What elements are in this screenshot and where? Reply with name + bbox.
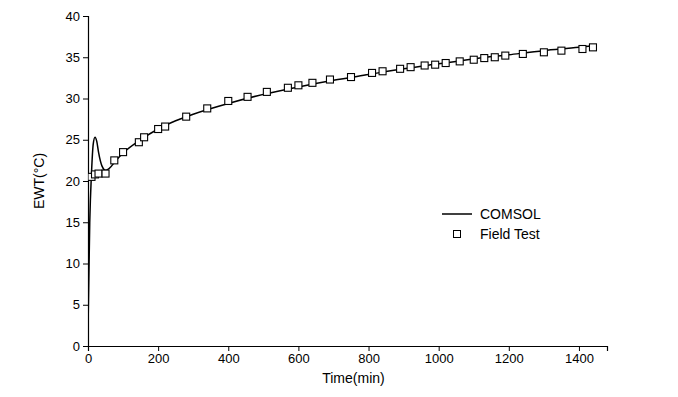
x-tick-label: 800 [358, 351, 380, 366]
series-point [155, 126, 162, 133]
y-tick-label: 30 [66, 91, 80, 106]
x-tick: 1400 [565, 346, 594, 366]
series-point [470, 56, 477, 63]
y-tick-label: 0 [73, 339, 80, 354]
series-point [225, 97, 232, 104]
legend-label: Field Test [480, 226, 540, 242]
y-tick-label: 10 [66, 256, 80, 271]
series-point [183, 113, 190, 120]
chart: 0 200 400 600 800 1000 1200 1400 0 5 10 15 20 25 30 35 4… [0, 0, 678, 397]
series-point [456, 58, 463, 65]
y-tick: 35 [66, 50, 88, 65]
x-tick: 0 [85, 346, 92, 366]
x-tick: 400 [218, 346, 240, 366]
legend: COMSOL Field Test [442, 206, 541, 242]
series-point [141, 134, 148, 141]
x-axis: 0 200 400 600 800 1000 1200 1400 [85, 346, 608, 366]
series-point [519, 50, 526, 57]
y-axis: 0 5 10 15 20 25 30 35 40 [66, 9, 89, 354]
series-point [558, 47, 565, 54]
y-tick-mark [83, 16, 88, 17]
x-tick: 1200 [495, 346, 524, 366]
series-point [397, 65, 404, 72]
series-point [326, 76, 333, 83]
x-tick-label: 400 [218, 351, 240, 366]
series-point [589, 44, 596, 51]
legend-swatch [442, 213, 472, 215]
series-point [295, 82, 302, 89]
y-tick-mark [83, 222, 88, 223]
x-tick: 800 [358, 346, 380, 366]
series-point [162, 123, 169, 130]
y-tick: 25 [66, 132, 88, 147]
series-point [481, 55, 488, 62]
y-tick: 10 [66, 256, 88, 271]
series-point [579, 46, 586, 53]
series-point [432, 61, 439, 68]
x-tick: 600 [288, 346, 310, 366]
y-tick: 0 [73, 339, 88, 354]
y-tick-mark [83, 305, 88, 306]
series-line [88, 46, 593, 330]
y-tick-label: 15 [66, 215, 80, 230]
series-point [442, 60, 449, 67]
y-axis-title: EWT(°C) [31, 153, 47, 209]
series-point [491, 54, 498, 61]
y-tick-mark [83, 57, 88, 58]
y-tick-mark [83, 181, 88, 182]
series-point [407, 64, 414, 71]
y-tick: 40 [66, 9, 88, 24]
series-point [309, 79, 316, 86]
series-point [95, 170, 102, 177]
series-point [284, 84, 291, 91]
series-point [204, 105, 211, 112]
y-tick: 30 [66, 91, 88, 106]
x-tick-label: 0 [85, 351, 92, 366]
series-point [540, 49, 547, 56]
series-point [102, 170, 109, 177]
y-tick-mark [83, 99, 88, 100]
y-tick-mark [83, 140, 88, 141]
legend-label: COMSOL [480, 206, 541, 222]
series-point [263, 88, 270, 95]
y-tick-label: 20 [66, 174, 80, 189]
y-tick-mark [83, 346, 88, 347]
series-point [111, 157, 118, 164]
x-tick-label: 1000 [425, 351, 454, 366]
x-tick-label: 1400 [565, 351, 594, 366]
y-tick-label: 35 [66, 50, 80, 65]
y-tick-label: 25 [66, 132, 80, 147]
plot-area [88, 44, 596, 330]
x-tick-label: 600 [288, 351, 310, 366]
y-tick-label: 40 [66, 9, 80, 24]
series-point [120, 149, 127, 156]
y-tick: 20 [66, 174, 88, 189]
x-axis-title: Time(min) [322, 370, 384, 386]
series-point [244, 93, 251, 100]
x-tick-label: 1200 [495, 351, 524, 366]
x-tick: 200 [148, 346, 170, 366]
series-point [369, 69, 376, 76]
y-tick: 5 [73, 297, 88, 312]
x-tick: 1000 [425, 346, 454, 366]
y-tick: 15 [66, 215, 88, 230]
series-point [379, 68, 386, 75]
y-tick-label: 5 [73, 297, 80, 312]
series-point [502, 52, 509, 59]
series-point [421, 62, 428, 69]
axis-line [83, 17, 89, 347]
y-tick-mark [83, 264, 88, 265]
legend-swatch [454, 231, 461, 238]
series-point [348, 74, 355, 81]
x-tick-label: 200 [148, 351, 170, 366]
